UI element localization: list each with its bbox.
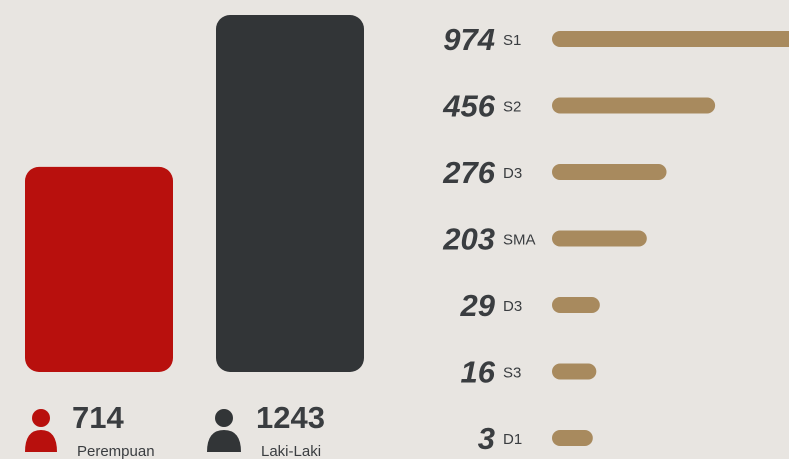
gender-bar	[25, 166, 173, 372]
edu-label: SMA	[503, 232, 536, 249]
edu-label: D3	[503, 298, 522, 315]
edu-bar	[552, 297, 600, 313]
edu-label: D3	[503, 165, 522, 182]
gender-count: 1243	[256, 400, 325, 435]
edu-label: S2	[503, 99, 521, 116]
edu-bar	[552, 164, 667, 180]
edu-label: S1	[503, 32, 521, 49]
gender-label: Laki-Laki	[261, 443, 321, 459]
female-icon	[25, 409, 57, 452]
gender-label: Perempuan	[77, 443, 155, 459]
edu-bar	[552, 363, 597, 380]
edu-count: 29	[460, 288, 496, 323]
edu-bar	[552, 97, 716, 114]
edu-count: 456	[442, 89, 495, 124]
edu-count: 276	[442, 155, 495, 190]
edu-count: 16	[461, 355, 496, 390]
male-icon	[207, 409, 241, 452]
gender-count: 714	[72, 400, 124, 435]
edu-label: S3	[503, 365, 521, 382]
gender-bar	[216, 15, 364, 372]
edu-label: D1	[503, 431, 522, 448]
edu-count: 3	[478, 421, 495, 456]
edu-bar	[552, 230, 647, 247]
edu-count: 203	[442, 222, 495, 257]
edu-bar	[552, 31, 789, 47]
edu-bar	[552, 430, 593, 446]
edu-count: 974	[443, 22, 495, 57]
